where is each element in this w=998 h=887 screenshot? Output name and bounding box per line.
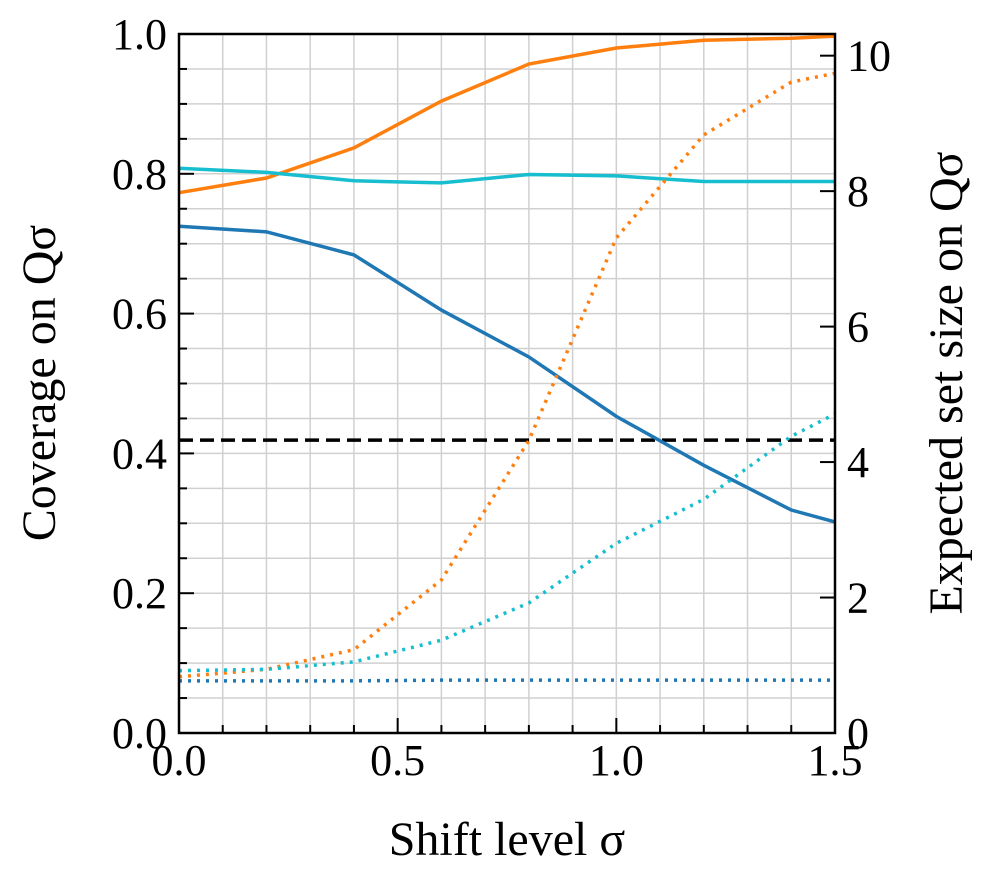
line-series: [178, 224, 836, 524]
line-series: [178, 166, 835, 185]
y2-tick-label: 4: [847, 438, 869, 487]
x-tick-label: 1.0: [589, 736, 644, 785]
line-series: [179, 678, 835, 683]
y2-tick-label: 10: [847, 32, 891, 81]
y-tick-label: 0.8: [112, 150, 167, 199]
y-tick-label: 0.0: [112, 709, 167, 758]
x-tick-label: 0.5: [370, 736, 425, 785]
y2-tick-label: 0: [847, 709, 869, 758]
y-axis-label: Coverage on Qσ: [13, 225, 66, 542]
x-axis-label: Shift level σ: [389, 813, 626, 866]
y-tick-label: 0.6: [112, 290, 167, 339]
line-series: [178, 71, 836, 679]
y2-tick-label: 6: [847, 303, 869, 352]
y-tick-label: 0.4: [112, 429, 167, 478]
y2-tick-label: 2: [847, 574, 869, 623]
plot-frame: [177, 32, 837, 735]
y2-axis-label: Expected set size on Qσ: [920, 151, 973, 614]
line-series: [178, 34, 836, 195]
y2-tick-label: 8: [847, 167, 869, 216]
x-tick-label: 1.5: [808, 736, 863, 785]
y-tick-label: 0.2: [112, 569, 167, 618]
y-tick-label: 1.0: [112, 10, 167, 59]
x-tick-label: 0.0: [152, 736, 207, 785]
line-series: [178, 412, 836, 673]
